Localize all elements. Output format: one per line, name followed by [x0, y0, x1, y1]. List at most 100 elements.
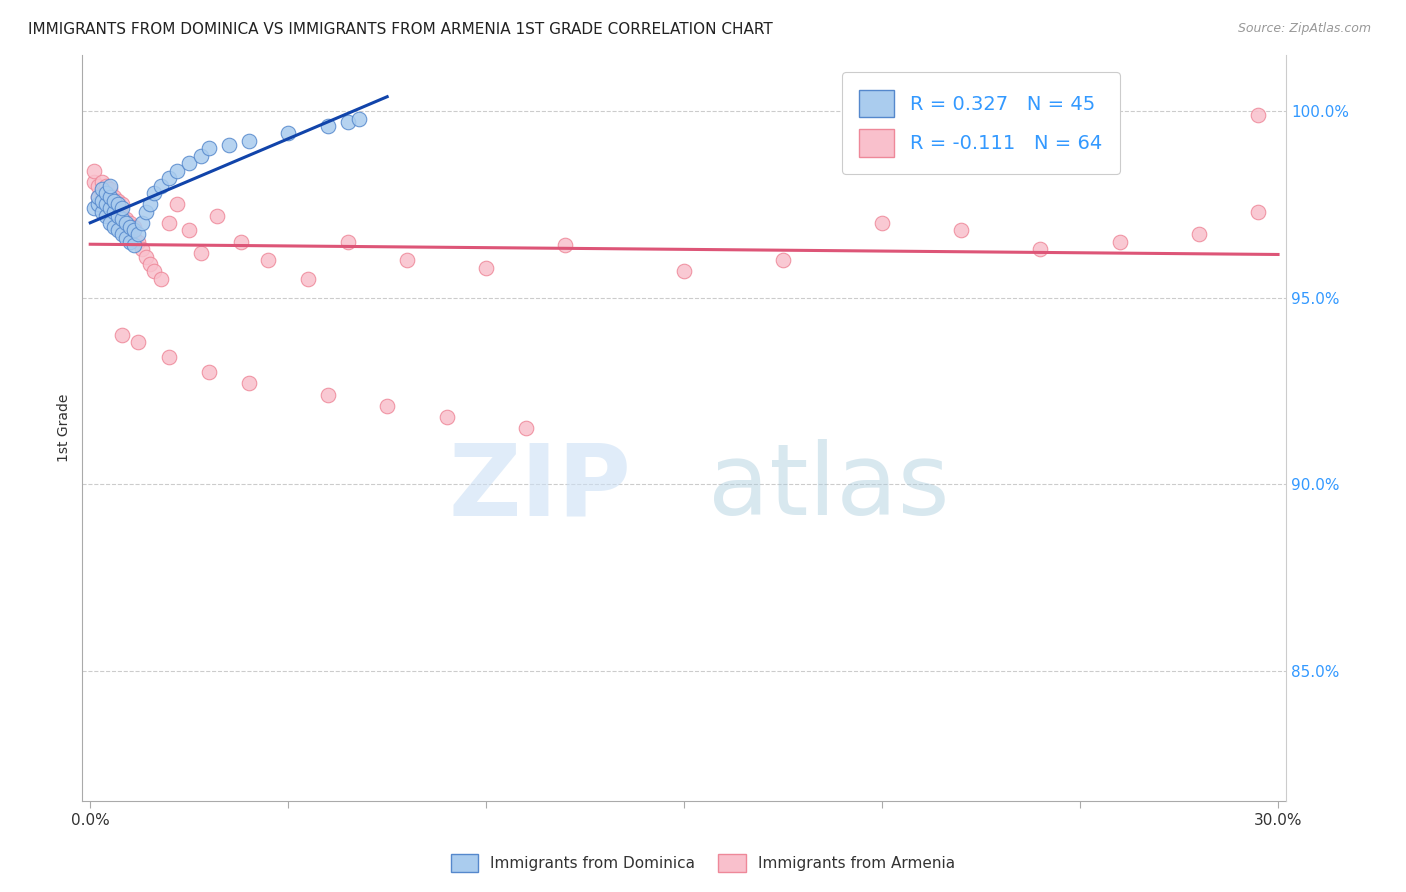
Point	[111, 327, 134, 342]
Point	[94, 186, 117, 201]
Point	[98, 194, 121, 208]
Point	[1247, 108, 1270, 122]
Point	[103, 201, 125, 215]
Point	[135, 250, 157, 264]
Point	[135, 204, 157, 219]
Point	[91, 175, 114, 189]
Point	[118, 227, 141, 242]
Point	[91, 186, 114, 201]
Text: atlas: atlas	[707, 440, 949, 536]
Point	[257, 253, 280, 268]
Point	[1247, 204, 1270, 219]
Point	[336, 115, 359, 129]
Point	[115, 212, 138, 227]
Point	[111, 212, 134, 227]
Point	[436, 409, 458, 424]
Point	[122, 223, 145, 237]
Point	[103, 204, 125, 219]
Point	[349, 112, 371, 126]
Point	[166, 197, 188, 211]
Point	[98, 209, 121, 223]
Point	[98, 178, 121, 193]
Point	[111, 219, 134, 234]
Point	[772, 253, 794, 268]
Point	[157, 171, 180, 186]
Point	[138, 257, 160, 271]
Y-axis label: 1st Grade: 1st Grade	[58, 394, 72, 462]
Point	[91, 204, 114, 219]
Point	[127, 227, 149, 242]
Point	[142, 186, 165, 201]
Point	[198, 141, 221, 155]
Point	[950, 223, 973, 237]
Point	[91, 182, 114, 196]
Point	[107, 204, 129, 219]
Point	[107, 209, 129, 223]
Point	[277, 127, 299, 141]
Point	[166, 163, 188, 178]
Text: IMMIGRANTS FROM DOMINICA VS IMMIGRANTS FROM ARMENIA 1ST GRADE CORRELATION CHART: IMMIGRANTS FROM DOMINICA VS IMMIGRANTS F…	[28, 22, 773, 37]
Point	[554, 238, 576, 252]
Point	[150, 178, 173, 193]
Point	[515, 421, 537, 435]
Point	[142, 264, 165, 278]
Point	[91, 194, 114, 208]
Point	[122, 219, 145, 234]
Point	[115, 223, 138, 237]
Point	[91, 197, 114, 211]
Point	[111, 209, 134, 223]
Point	[98, 216, 121, 230]
Point	[157, 216, 180, 230]
Point	[118, 235, 141, 249]
Point	[115, 231, 138, 245]
Point	[475, 260, 498, 275]
Point	[179, 156, 201, 170]
Point	[94, 204, 117, 219]
Point	[127, 235, 149, 249]
Legend: R = 0.327   N = 45, R = -0.111   N = 64: R = 0.327 N = 45, R = -0.111 N = 64	[842, 72, 1119, 174]
Point	[94, 197, 117, 211]
Point	[107, 223, 129, 237]
Point	[118, 216, 141, 230]
Point	[87, 190, 110, 204]
Point	[395, 253, 418, 268]
Point	[107, 197, 129, 211]
Point	[111, 227, 134, 242]
Point	[83, 175, 105, 189]
Point	[198, 365, 221, 379]
Point	[103, 219, 125, 234]
Point	[111, 197, 134, 211]
Point	[1029, 242, 1052, 256]
Point	[115, 216, 138, 230]
Point	[103, 194, 125, 208]
Point	[122, 231, 145, 245]
Point	[131, 242, 153, 256]
Point	[87, 190, 110, 204]
Point	[87, 178, 110, 193]
Point	[1108, 235, 1130, 249]
Point	[103, 190, 125, 204]
Point	[150, 272, 173, 286]
Point	[205, 209, 228, 223]
Point	[138, 197, 160, 211]
Point	[157, 351, 180, 365]
Point	[316, 387, 339, 401]
Text: Source: ZipAtlas.com: Source: ZipAtlas.com	[1237, 22, 1371, 36]
Point	[98, 182, 121, 196]
Point	[673, 264, 696, 278]
Text: ZIP: ZIP	[449, 440, 631, 536]
Point	[190, 245, 212, 260]
Point	[1188, 227, 1211, 242]
Point	[190, 149, 212, 163]
Point	[870, 216, 893, 230]
Point	[336, 235, 359, 249]
Point	[107, 194, 129, 208]
Point	[103, 212, 125, 227]
Point	[94, 209, 117, 223]
Point	[111, 201, 134, 215]
Point	[131, 216, 153, 230]
Point	[238, 376, 260, 391]
Point	[122, 238, 145, 252]
Point	[238, 134, 260, 148]
Point	[98, 201, 121, 215]
